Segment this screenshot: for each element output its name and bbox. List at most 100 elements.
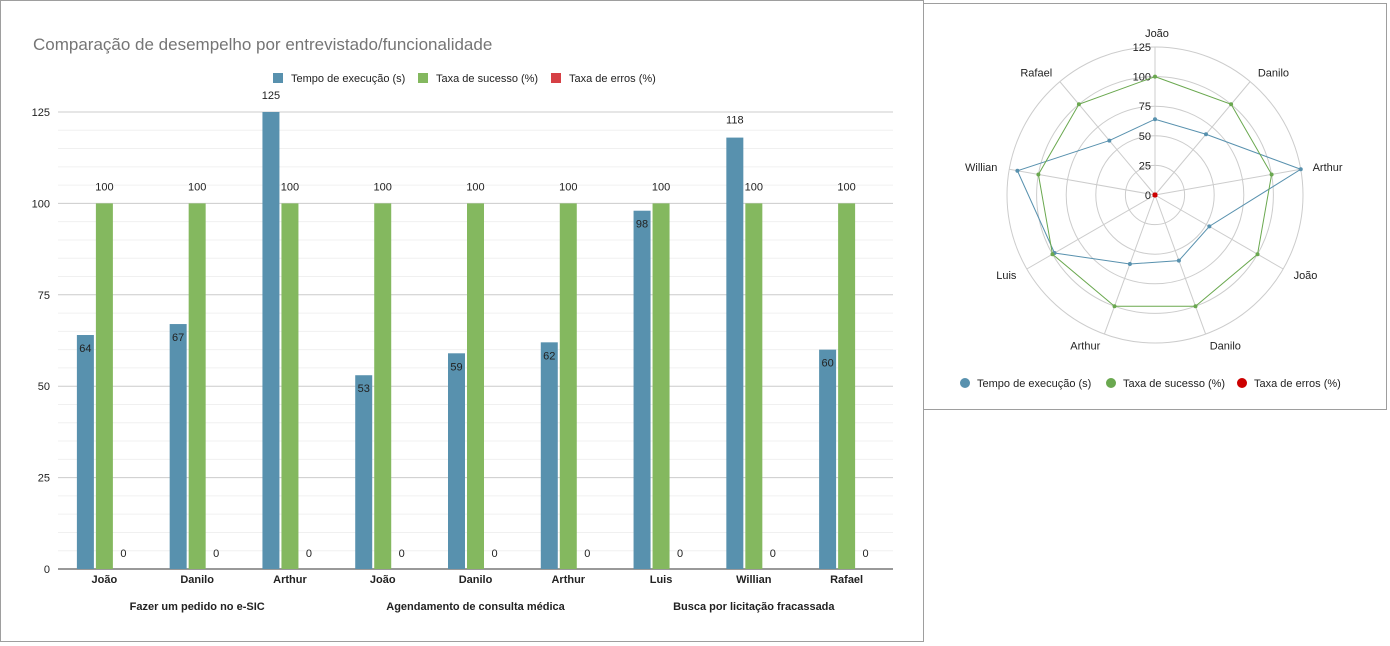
x-tick-label: Danilo <box>459 574 493 586</box>
y-tick-label: 0 <box>44 564 50 576</box>
radar-point <box>1112 304 1117 309</box>
bar <box>745 203 763 569</box>
data-label: 125 <box>262 90 280 102</box>
bar <box>374 203 392 569</box>
data-label: 0 <box>491 548 497 560</box>
radar-spoke <box>1009 168 1156 196</box>
radar-category-label: João <box>1294 270 1318 282</box>
x-tick-label: Arthur <box>273 574 307 586</box>
x-tick-label: Luis <box>650 574 673 586</box>
radar-category-label: Arthur <box>1313 162 1343 174</box>
bar <box>95 203 113 569</box>
radar-point <box>1193 304 1198 309</box>
data-label: 64 <box>79 343 91 355</box>
legend-swatch <box>1237 378 1247 388</box>
radar-spoke <box>1154 81 1251 196</box>
data-label: 0 <box>306 548 312 560</box>
y-tick-label: 25 <box>38 473 50 485</box>
data-label: 100 <box>281 181 299 193</box>
bar <box>633 210 651 569</box>
data-label: 100 <box>188 181 206 193</box>
group-label: Busca por licitação fracassada <box>673 601 835 613</box>
radar-point <box>1207 224 1212 229</box>
legend-swatch <box>418 73 428 83</box>
radar-category-label: Arthur <box>1070 340 1100 352</box>
bar <box>448 353 465 569</box>
radar-tick-label: 25 <box>1139 160 1151 172</box>
bar <box>76 335 94 569</box>
data-label: 100 <box>745 181 763 193</box>
radar-spoke <box>1154 194 1284 270</box>
legend-label: Tempo de execução (s) <box>291 73 405 85</box>
radar-tick-label: 125 <box>1133 42 1151 54</box>
x-tick-label: Arthur <box>551 574 585 586</box>
data-label: 0 <box>213 548 219 560</box>
radar-tick-label: 50 <box>1139 131 1151 143</box>
radar-point <box>1036 172 1041 177</box>
y-tick-label: 125 <box>32 107 50 119</box>
radar-point <box>1153 117 1157 122</box>
radar-point <box>1015 168 1020 173</box>
radar-point <box>1203 132 1208 137</box>
radar-tick-label: 100 <box>1133 72 1151 84</box>
bar-chart-panel: Comparação de desempelho por entrevistad… <box>0 0 924 642</box>
data-label: 60 <box>821 358 833 370</box>
data-label: 0 <box>677 548 683 560</box>
legend-label: Taxa de sucesso (%) <box>1123 378 1225 390</box>
radar-category-label: João <box>1145 28 1169 40</box>
radar-chart: João Danilo Arthur João Danilo Arthur Luis Will… <box>960 28 1343 390</box>
data-label: 100 <box>559 181 577 193</box>
data-label: 0 <box>399 548 405 560</box>
data-label: 0 <box>863 548 869 560</box>
x-tick-label: Willian <box>736 574 772 586</box>
data-label: 0 <box>584 548 590 560</box>
data-label: 100 <box>837 181 855 193</box>
radar-point <box>1152 192 1158 198</box>
data-label: 53 <box>358 383 370 395</box>
legend-swatch <box>551 73 561 83</box>
bar <box>540 342 558 569</box>
x-tick-label: João <box>92 574 118 586</box>
radar-spoke <box>1059 81 1156 196</box>
data-label: 67 <box>172 332 184 344</box>
radar-point <box>1127 261 1132 266</box>
data-label: 100 <box>374 181 392 193</box>
data-label: 118 <box>726 115 744 127</box>
radar-tick-label: 0 <box>1145 190 1151 202</box>
legend-label: Tempo de execução (s) <box>977 378 1091 390</box>
x-tick-label: Rafael <box>830 574 863 586</box>
bar <box>726 137 744 570</box>
legend-label: Taxa de sucesso (%) <box>436 73 538 85</box>
radar-series-line <box>1037 76 1273 307</box>
group-label: Agendamento de consulta médica <box>386 601 565 613</box>
legend-swatch <box>273 73 283 83</box>
legend-swatch <box>1106 378 1116 388</box>
radar-spoke <box>1154 168 1301 196</box>
data-label: 100 <box>95 181 113 193</box>
bar <box>652 203 670 569</box>
radar-point <box>1298 167 1303 172</box>
radar-category-label: Rafael <box>1020 67 1052 79</box>
data-label: 100 <box>466 181 484 193</box>
bar <box>169 324 187 569</box>
legend-label: Taxa de erros (%) <box>569 73 656 85</box>
data-label: 62 <box>543 350 555 362</box>
legend-label: Taxa de erros (%) <box>1254 378 1341 390</box>
legend-swatch <box>960 378 970 388</box>
radar-chart-panel: João Danilo Arthur João Danilo Arthur Luis Will… <box>923 3 1387 410</box>
y-tick-label: 75 <box>38 290 50 302</box>
bar <box>467 203 484 569</box>
bar <box>838 203 856 569</box>
bar <box>188 203 206 569</box>
data-label: 100 <box>652 181 670 193</box>
radar-category-label: Willian <box>965 162 997 174</box>
radar-point <box>1050 252 1055 257</box>
radar-point <box>1076 102 1081 107</box>
bar <box>281 203 299 569</box>
radar-tick-label: 75 <box>1139 101 1151 113</box>
bar-chart: Comparação de desempelho por entrevistad… <box>32 35 893 613</box>
y-tick-label: 100 <box>32 198 50 210</box>
radar-spoke <box>1154 194 1207 335</box>
data-label: 59 <box>450 361 462 373</box>
radar-point <box>1269 172 1274 177</box>
